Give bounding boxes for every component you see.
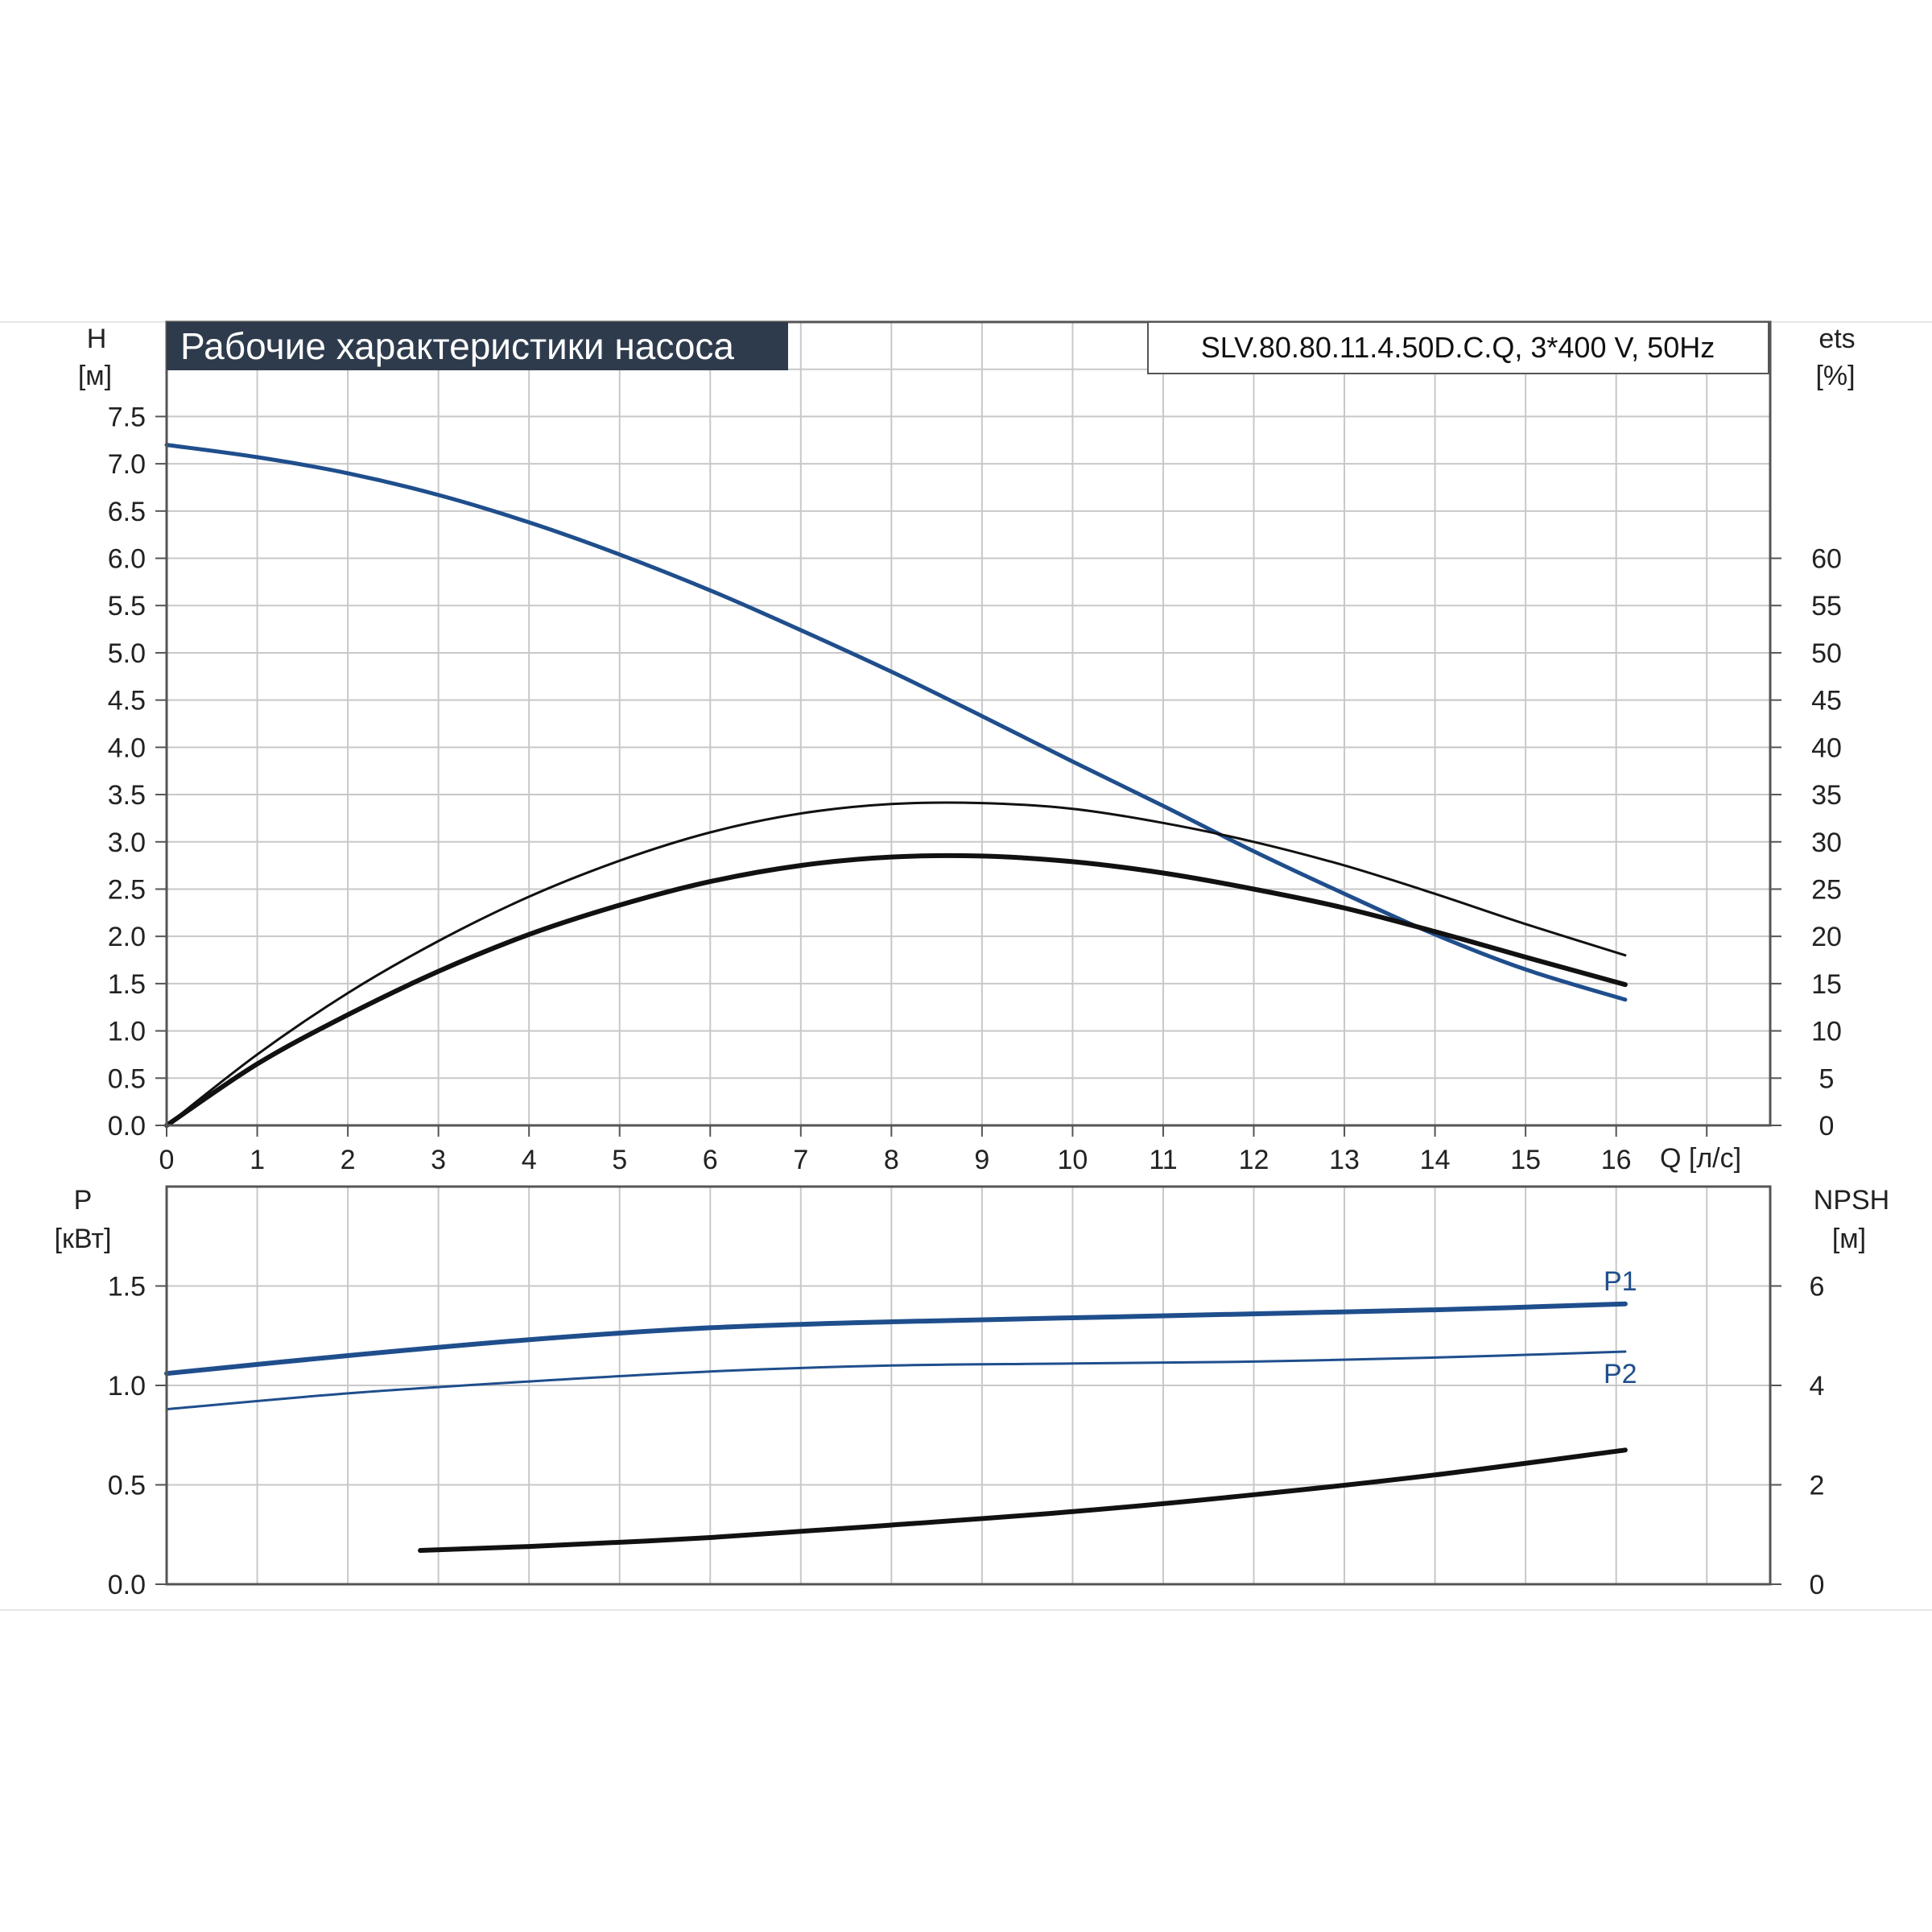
h-tick-label: 6.0	[108, 544, 146, 575]
eta-axis-unit: [%]	[1815, 361, 1855, 391]
title-box	[167, 322, 788, 370]
npsh-tick-label: 0	[1810, 1570, 1825, 1600]
eta-tick-label: 25	[1811, 874, 1842, 905]
eta-tick-label: 0	[1819, 1111, 1835, 1141]
x-tick-label: 2	[341, 1145, 356, 1175]
x-tick-label: 0	[159, 1145, 175, 1175]
x-tick-label: 8	[884, 1145, 899, 1175]
top-plot-grid	[167, 322, 1770, 1125]
h-axis-ticks: 0.0 0.5 1.0 1.5 2.0 2.5 3.0 3.5 4.0 4.5 5.0 5.5 6.0 6…	[108, 402, 167, 1141]
npsh-axis-ticks: 0 2 4 6	[1770, 1272, 1825, 1600]
x-tick-label: 15	[1510, 1145, 1541, 1175]
p-axis-ticks: 0.0 0.5 1.0 1.5	[108, 1272, 167, 1600]
top-plot-frame	[165, 320, 1772, 1127]
x-tick-label: 14	[1420, 1145, 1451, 1175]
p1-series-label: P1	[1604, 1266, 1637, 1297]
npsh-tick-label: 4	[1810, 1371, 1825, 1402]
x-tick-label: 13	[1329, 1145, 1360, 1175]
x-tick-label: 6	[703, 1145, 718, 1175]
series-line-p2	[165, 1350, 1627, 1411]
eta-axis-label: ets	[1818, 324, 1855, 354]
h-tick-label: 2.0	[108, 922, 146, 952]
x-tick-label: 3	[431, 1145, 446, 1175]
h-tick-label: 0.5	[108, 1063, 146, 1094]
eta-tick-label: 50	[1811, 638, 1842, 669]
x-tick-label: 4	[522, 1145, 537, 1175]
x-tick-label: 1	[250, 1145, 265, 1175]
bottom-plot-grid	[167, 1187, 1770, 1584]
eta-tick-label: 20	[1811, 922, 1842, 952]
eta-tick-label: 30	[1811, 828, 1842, 858]
p-tick-label: 0.0	[108, 1570, 146, 1600]
p2-series-label: P2	[1604, 1359, 1637, 1389]
eta-tick-label: 40	[1811, 733, 1842, 763]
p-tick-label: 1.0	[108, 1371, 146, 1402]
h-tick-label: 2.5	[108, 874, 146, 905]
x-tick-label: 7	[793, 1145, 808, 1175]
h-tick-label: 6.5	[108, 497, 146, 527]
chart-title: Рабочие характеристики насоса	[180, 325, 734, 367]
series-line-npsh	[418, 1447, 1628, 1553]
h-tick-label: 3.5	[108, 780, 146, 811]
h-tick-label: 5.5	[108, 591, 146, 621]
q-axis-label: Q [л/с]	[1660, 1143, 1741, 1174]
x-tick-label: 9	[974, 1145, 989, 1175]
h-axis-unit: [м]	[78, 361, 112, 391]
model-label: SLV.80.80.11.4.50D.C.Q, 3*400 V, 50Hz	[1201, 331, 1715, 364]
series-line-p1	[164, 1301, 1628, 1377]
series-line-eta-thin	[165, 801, 1627, 1127]
npsh-tick-label: 2	[1810, 1471, 1825, 1501]
h-tick-label: 1.0	[108, 1017, 146, 1047]
h-tick-label: 0.0	[108, 1111, 146, 1141]
h-tick-label: 7.0	[108, 449, 146, 480]
eta-tick-label: 60	[1811, 544, 1842, 575]
eta-axis-ticks: 0 5 10 15 20 25 30 35 40 45 50 55 60	[1770, 544, 1842, 1141]
eta-tick-label: 15	[1811, 969, 1842, 1000]
x-tick-label: 16	[1601, 1145, 1632, 1175]
series-line-h	[164, 443, 1628, 1002]
eta-tick-label: 10	[1811, 1017, 1842, 1047]
npsh-tick-label: 6	[1810, 1272, 1825, 1302]
bottom-plot-series	[164, 1301, 1628, 1553]
top-plot-series	[164, 443, 1628, 1128]
p-tick-label: 1.5	[108, 1272, 146, 1302]
npsh-axis-unit: [м]	[1832, 1224, 1866, 1254]
series-line-eta-thick	[164, 852, 1628, 1128]
h-tick-label: 5.0	[108, 638, 146, 669]
npsh-axis-label: NPSH	[1814, 1185, 1889, 1216]
h-tick-label: 4.5	[108, 686, 146, 716]
h-tick-label: 4.0	[108, 733, 146, 763]
eta-tick-label: 45	[1811, 686, 1842, 716]
h-axis-label: H	[87, 324, 107, 354]
p-tick-label: 0.5	[108, 1471, 146, 1501]
x-tick-label: 11	[1149, 1145, 1177, 1175]
h-tick-label: 7.5	[108, 402, 146, 432]
x-tick-label: 5	[612, 1145, 627, 1175]
q-axis-ticks: 0 1 2 3 4 5 6 7 8 9 10 11 12 13 14 15 16	[159, 1125, 1708, 1175]
h-tick-label: 1.5	[108, 969, 146, 1000]
x-tick-label: 10	[1058, 1145, 1088, 1175]
eta-tick-label: 35	[1811, 780, 1842, 811]
model-box	[1147, 321, 1769, 374]
x-tick-label: 12	[1239, 1145, 1269, 1175]
eta-tick-label: 5	[1819, 1063, 1835, 1094]
eta-tick-label: 55	[1811, 591, 1842, 621]
p-axis-unit: [кВт]	[55, 1224, 112, 1254]
h-tick-label: 3.0	[108, 828, 146, 858]
p-axis-label: P	[74, 1185, 93, 1216]
